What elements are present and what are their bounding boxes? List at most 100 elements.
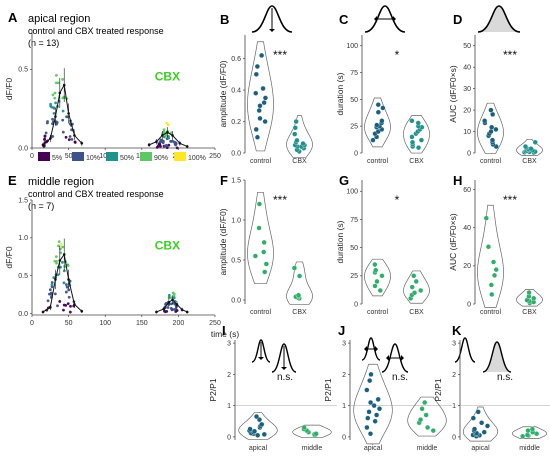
data-point bbox=[56, 273, 60, 277]
y-tick-label: 0.5 bbox=[18, 273, 28, 280]
data-point bbox=[68, 310, 72, 314]
data-point bbox=[254, 63, 260, 70]
data-point bbox=[367, 431, 374, 437]
y-tick-label: 0.0 bbox=[18, 311, 28, 318]
y-tick-label: 40 bbox=[463, 225, 471, 232]
mean-point bbox=[171, 134, 174, 137]
y-tick-label: 2 bbox=[227, 372, 231, 379]
data-point bbox=[488, 128, 494, 135]
arrow-head bbox=[386, 355, 389, 361]
data-point bbox=[371, 403, 377, 409]
data-point bbox=[409, 139, 416, 145]
data-point bbox=[159, 144, 162, 148]
cbx-annotation: CBX bbox=[155, 238, 180, 252]
x-category-label: CBX bbox=[522, 309, 537, 316]
x-category-label: apical bbox=[471, 445, 490, 452]
data-point bbox=[291, 265, 297, 271]
x-category-label: middle bbox=[302, 445, 323, 452]
data-point bbox=[292, 125, 298, 131]
data-point bbox=[167, 136, 171, 140]
data-point bbox=[46, 299, 50, 303]
data-point bbox=[65, 115, 69, 119]
panel-F: F 0.0 0.5 1.0 1.5 amplitude (dF/F0) control CBX… bbox=[218, 173, 313, 316]
data-point bbox=[482, 118, 488, 124]
y-axis-label: dF/F0 bbox=[4, 246, 14, 268]
x-tick-label: 50 bbox=[65, 153, 73, 160]
y-tick-label: 0.0 bbox=[231, 297, 241, 304]
y-axis-label: duration (s) bbox=[335, 72, 345, 115]
data-point bbox=[368, 371, 374, 377]
y-tick-label: 1.5 bbox=[18, 197, 28, 204]
data-point bbox=[175, 309, 179, 312]
violin-outline bbox=[462, 406, 499, 442]
y-axis-label: dF/F0 bbox=[4, 78, 14, 100]
violin-outline bbox=[477, 204, 504, 308]
data-point bbox=[58, 300, 62, 303]
data-point bbox=[172, 296, 176, 300]
violin-outline bbox=[247, 191, 274, 285]
icon-peak-curve bbox=[364, 5, 406, 33]
data-point bbox=[58, 247, 62, 251]
data-point bbox=[254, 134, 260, 140]
data-point bbox=[253, 126, 259, 132]
data-point bbox=[366, 409, 372, 415]
panel-G: G 0 25 50 75 100 duration (s) control CBX * bbox=[335, 173, 430, 316]
data-point bbox=[70, 138, 74, 141]
mean-point bbox=[41, 143, 45, 147]
x-axis-label: time (s) bbox=[211, 329, 240, 339]
data-point bbox=[425, 424, 431, 431]
data-point bbox=[422, 399, 428, 406]
y-tick-label: 75 bbox=[350, 217, 358, 224]
data-point bbox=[262, 95, 268, 101]
panel-letter: C bbox=[339, 12, 349, 27]
mean-point bbox=[62, 253, 66, 256]
data-point bbox=[471, 426, 478, 432]
y-tick-label: 0 bbox=[467, 150, 471, 157]
data-point bbox=[526, 290, 532, 296]
panel-J: J 0 1 2 3 P2/P1 apical middle n.s. bbox=[323, 323, 452, 452]
data-point bbox=[367, 378, 373, 384]
violin-outline bbox=[511, 426, 548, 439]
violin-outline bbox=[353, 363, 393, 445]
x-tick-label: 250 bbox=[209, 320, 221, 327]
data-point bbox=[253, 90, 259, 96]
data-point bbox=[292, 131, 298, 137]
single-peak-shaded-area-icon bbox=[477, 5, 521, 33]
data-point bbox=[51, 117, 54, 121]
violin-outline bbox=[286, 261, 313, 305]
data-point bbox=[375, 396, 381, 402]
data-point bbox=[493, 267, 499, 273]
data-point bbox=[54, 101, 58, 105]
mean-point bbox=[62, 83, 66, 87]
mean-point bbox=[155, 140, 158, 144]
data-point bbox=[55, 259, 58, 263]
y-tick-label: 3 bbox=[227, 341, 231, 348]
data-point bbox=[253, 71, 259, 77]
data-point bbox=[374, 412, 380, 418]
panel-letter: A bbox=[8, 10, 18, 25]
mean-point bbox=[162, 307, 166, 311]
data-point bbox=[64, 303, 68, 307]
data-point bbox=[531, 295, 537, 301]
y-axis-label: AUC (dF/F0×s) bbox=[448, 213, 458, 271]
x-category-label: middle bbox=[519, 445, 540, 452]
data-point bbox=[155, 146, 159, 149]
data-point bbox=[57, 240, 61, 244]
data-point bbox=[66, 264, 70, 268]
panel-subtitle: control and CBX treated response bbox=[28, 26, 164, 36]
y-tick-label: 1 bbox=[452, 403, 456, 410]
data-point bbox=[423, 412, 429, 418]
data-point bbox=[43, 135, 47, 138]
legend-label: 10% bbox=[86, 155, 100, 162]
y-tick-label: 0.0 bbox=[231, 150, 241, 157]
y-tick-label: 25 bbox=[350, 124, 358, 131]
schematic-icons bbox=[251, 5, 521, 373]
mean-point bbox=[67, 112, 70, 115]
data-point bbox=[525, 428, 531, 434]
arrow-head bbox=[374, 16, 377, 22]
panel-letter: I bbox=[222, 323, 226, 338]
data-point bbox=[53, 96, 57, 100]
data-point bbox=[61, 77, 64, 81]
data-point bbox=[484, 423, 491, 429]
